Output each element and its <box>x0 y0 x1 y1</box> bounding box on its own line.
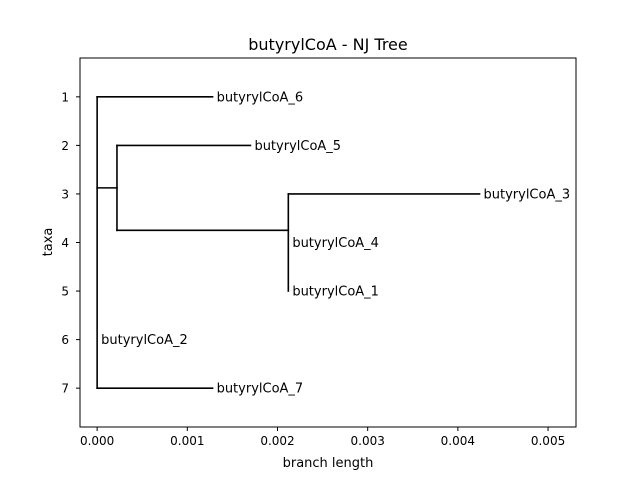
leaf-label-6: butyrylCoA_2 <box>101 333 188 348</box>
chart-title: butyrylCoA - NJ Tree <box>248 35 408 54</box>
y-tick-label-4: 5 <box>61 285 69 299</box>
y-tick-label-6: 7 <box>61 382 69 396</box>
x-tick-label-1: 0.001 <box>170 434 204 448</box>
y-tick-label-1: 2 <box>61 139 69 153</box>
y-tick-label-0: 1 <box>61 90 69 104</box>
leaf-label-2: butyrylCoA_5 <box>254 139 341 154</box>
x-axis-ticks: 0.000 0.001 0.002 0.003 0.004 0.005 <box>80 427 565 448</box>
leaf-label-5: butyrylCoA_1 <box>292 285 379 300</box>
x-tick-label-4: 0.004 <box>441 434 475 448</box>
y-tick-label-5: 6 <box>61 333 69 347</box>
leaf-labels: butyrylCoA_6 butyrylCoA_5 butyrylCoA_3buty… <box>101 90 570 396</box>
x-axis-label: branch length <box>283 456 374 471</box>
y-axis-ticks: 1 2 3 4 5 6 7 <box>61 90 80 396</box>
y-axis-label: taxa <box>41 228 56 257</box>
tree-branches <box>96 96 481 389</box>
x-tick-label-2: 0.002 <box>260 434 294 448</box>
x-tick-label-3: 0.003 <box>351 434 385 448</box>
y-tick-label-3: 4 <box>61 236 69 250</box>
leaf-label-7: butyrylCoA_7 <box>217 382 304 397</box>
x-tick-label-0: 0.000 <box>80 434 114 448</box>
leaf-label-4: butyrylCoA_4 <box>292 236 379 251</box>
x-tick-label-5: 0.005 <box>531 434 565 448</box>
leaf-label-1: butyrylCoA_6 <box>217 90 304 105</box>
y-tick-label-2: 3 <box>61 187 69 201</box>
leaf-label-3: butyrylCoA_3 <box>484 187 571 202</box>
